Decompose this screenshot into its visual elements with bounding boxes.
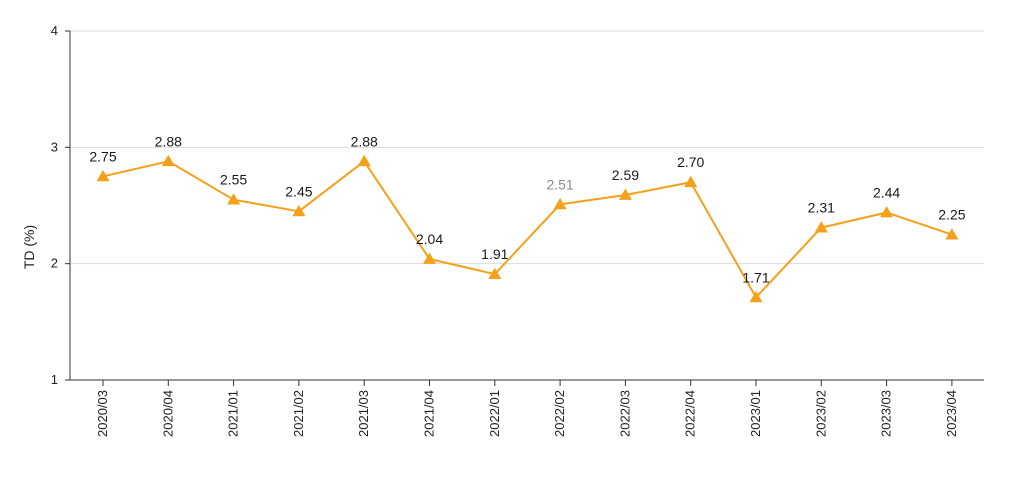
x-tick-label: 2023/03	[879, 390, 894, 437]
data-label: 2.44	[873, 184, 900, 200]
gridlines	[70, 30, 984, 265]
data-point	[814, 221, 828, 233]
y-tick-label-3: 3	[51, 139, 58, 154]
x-tick-label: 2020/03	[95, 390, 110, 437]
x-tick-label: 2023/04	[944, 390, 959, 437]
x-tick-label: 2021/04	[422, 390, 437, 437]
data-point	[423, 252, 436, 264]
data-point	[749, 290, 763, 303]
data-point	[96, 169, 110, 182]
data-point	[553, 197, 567, 210]
x-tick-label: 2020/04	[160, 390, 175, 437]
x-tick-label: 2023/01	[748, 390, 763, 437]
x-tick-label: 2021/01	[226, 390, 241, 437]
y-axis: 1 2 3 4	[51, 23, 71, 387]
data-label: 1.71	[742, 269, 769, 285]
data-label: 2.45	[285, 183, 312, 199]
data-labels: 2.75 2.88 2.55 2.45 2.88 2.04 1.91 2.51 2.59 2.70…	[89, 133, 965, 285]
x-tick-label: 2021/03	[356, 390, 371, 437]
series-markers	[96, 154, 959, 303]
data-label: 2.88	[351, 133, 378, 149]
x-tick-label: 2022/04	[683, 390, 698, 437]
data-label: 2.51	[546, 176, 573, 192]
data-point	[488, 267, 502, 280]
x-tick-label: 2021/02	[291, 390, 306, 437]
series-path	[102, 160, 953, 299]
x-tick-label: 2022/03	[617, 390, 632, 437]
data-point	[945, 228, 959, 240]
x-tick-label: 2022/02	[552, 390, 567, 437]
data-label: 2.75	[89, 148, 116, 164]
y-tick-label-2: 2	[51, 256, 58, 271]
y-axis-title: TD (%)	[21, 225, 37, 269]
x-tick-label: 2023/02	[813, 390, 828, 437]
data-label: 2.31	[808, 200, 835, 216]
data-label: 2.25	[938, 207, 965, 223]
data-point	[357, 154, 371, 167]
series-line	[102, 160, 953, 299]
data-label: 2.88	[155, 133, 182, 149]
x-tick-label: 2022/01	[487, 390, 502, 437]
data-point	[161, 154, 175, 167]
data-label: 2.55	[220, 172, 247, 188]
data-point	[880, 205, 894, 218]
data-point	[292, 204, 306, 217]
y-tick-label-4: 4	[51, 23, 58, 38]
data-label: 2.59	[612, 167, 639, 183]
data-label: 2.70	[677, 154, 704, 170]
data-label: 1.91	[481, 246, 508, 262]
data-point	[227, 193, 241, 205]
data-label: 2.04	[416, 231, 443, 247]
data-point	[618, 188, 632, 200]
x-axis: 2020/03 2020/04 2021/01 2021/02 2021/03 2021/…	[70, 379, 984, 437]
data-point	[684, 175, 698, 188]
y-tick-label-1: 1	[51, 372, 58, 387]
